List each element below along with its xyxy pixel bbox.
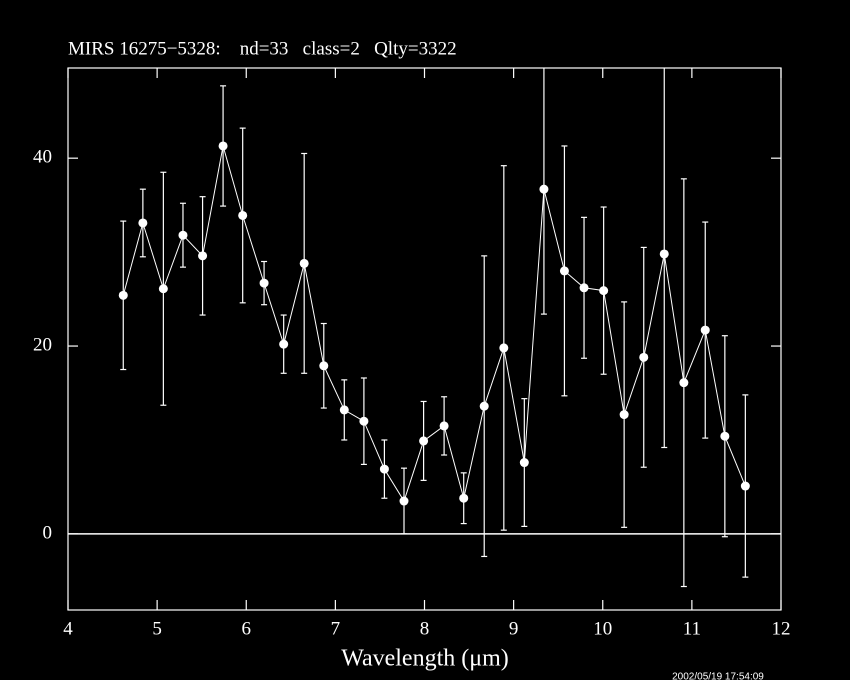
data-point xyxy=(479,401,489,411)
plot-area xyxy=(118,68,750,588)
data-point xyxy=(559,266,569,276)
x-tick-label: 9 xyxy=(509,618,519,639)
data-point xyxy=(319,361,329,371)
data-point xyxy=(539,184,549,194)
y-tick-label: 0 xyxy=(43,522,53,543)
data-point xyxy=(279,339,289,349)
data-point xyxy=(659,249,669,259)
data-point xyxy=(619,410,629,420)
data-point xyxy=(158,284,168,294)
data-point xyxy=(359,416,369,426)
y-tick-label: 20 xyxy=(33,334,52,355)
data-point xyxy=(299,258,309,268)
x-tick-label: 4 xyxy=(63,618,73,639)
plot-frame xyxy=(67,67,782,611)
data-point xyxy=(720,431,730,441)
data-point xyxy=(519,458,529,468)
data-point xyxy=(339,405,349,415)
data-point xyxy=(579,283,589,293)
data-point xyxy=(639,352,649,362)
data-point xyxy=(198,251,208,261)
x-tick-label: 11 xyxy=(683,618,701,639)
data-line xyxy=(122,145,746,503)
data-point xyxy=(499,343,509,353)
data-point xyxy=(459,493,469,503)
data-point xyxy=(238,210,248,220)
data-point xyxy=(399,496,409,506)
data-point xyxy=(379,464,389,474)
y-tick-label: 40 xyxy=(33,147,52,168)
data-point xyxy=(419,436,429,446)
data-point xyxy=(178,230,188,240)
chart-title: MIRS 16275−5328: nd=33 class=2 Qlty=3322 xyxy=(68,38,457,59)
x-tick-label: 8 xyxy=(420,618,430,639)
data-point xyxy=(599,286,609,296)
data-point xyxy=(679,378,689,388)
x-tick-label: 6 xyxy=(242,618,252,639)
x-tick-label: 7 xyxy=(331,618,341,639)
data-point xyxy=(439,421,449,431)
x-tick-label: 10 xyxy=(593,618,612,639)
x-tick-label: 12 xyxy=(772,618,791,639)
data-point xyxy=(259,278,269,288)
data-point xyxy=(740,481,750,491)
data-point xyxy=(118,290,128,300)
data-point xyxy=(700,325,710,335)
x-axis-label: Wavelength (μm) xyxy=(341,646,509,672)
data-point xyxy=(218,141,228,151)
x-tick-label: 5 xyxy=(152,618,162,639)
timestamp: 2002/05/19 17:54:09 xyxy=(672,672,764,680)
data-point xyxy=(138,218,148,228)
